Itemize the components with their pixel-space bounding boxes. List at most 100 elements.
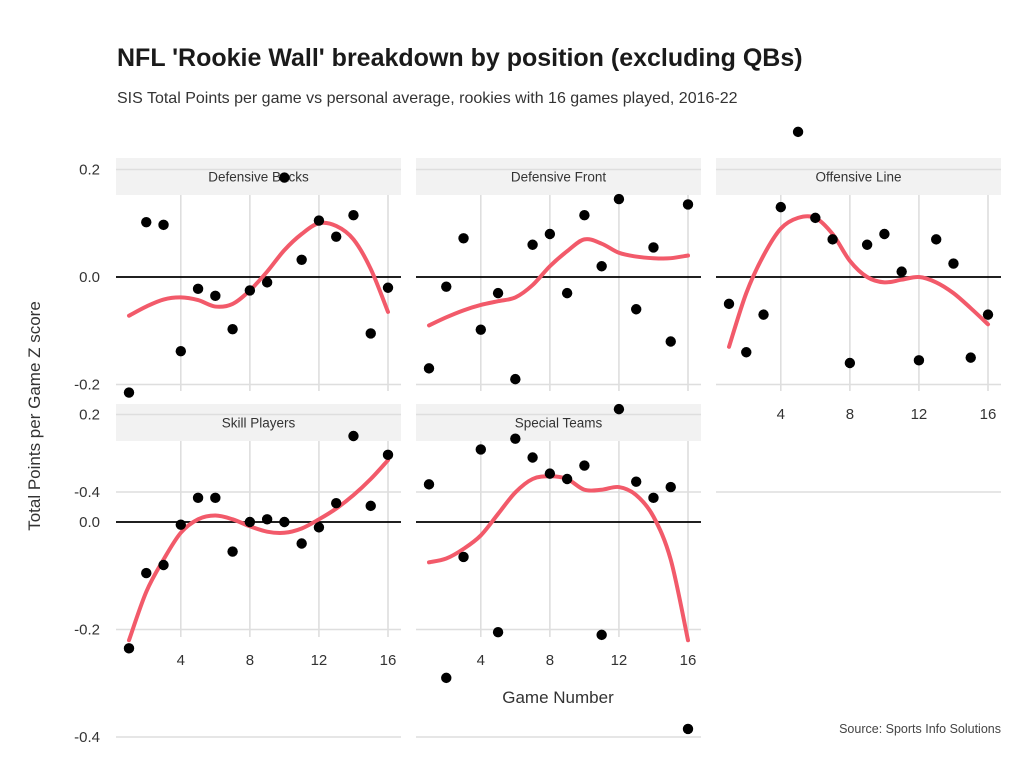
data-point-defensive-front-9 [561,287,573,299]
data-point-defensive-front-16 [682,199,694,210]
data-point-skill-players-14 [348,430,359,442]
panel-strip-defensive-backs [116,158,401,195]
data-point-special-teams-11 [596,629,607,641]
data-point-defensive-front-11 [596,261,607,272]
trend-line-defensive-front [427,237,690,328]
data-point-skill-players-15 [365,500,376,512]
data-point-defensive-backs-7 [227,323,238,335]
data-point-skill-players-11 [296,538,307,549]
data-point-defensive-backs-6 [210,290,221,302]
data-point-defensive-backs-16 [382,282,394,293]
data-point-defensive-front-6 [510,373,521,385]
data-point-special-teams-6 [510,433,521,444]
data-point-special-teams-16 [682,723,694,735]
data-point-defensive-front-13 [631,304,642,315]
panel-defensive-front: Defensive Front [416,158,701,493]
data-point-offensive-line-6 [810,212,821,224]
panel-defensive-backs: Defensive Backs -0.4 -0.2 0.0 0.2 [74,158,401,501]
data-point-defensive-backs-8 [244,285,256,296]
y-tick-label-defensive-backs-0: 0.0 [79,269,100,286]
data-point-defensive-backs-2 [141,216,152,228]
data-point-defensive-front-4 [475,324,486,335]
data-point-offensive-line-4 [775,201,786,213]
data-point-special-teams-5 [492,626,504,638]
panel-title-special-teams: Special Teams [515,416,603,431]
data-point-skill-players-3 [158,559,169,571]
x-axis-label: Game Number [502,688,614,707]
x-tick-label-skill-players-8: 8 [246,652,254,669]
data-point-offensive-line-16 [982,309,994,320]
data-point-offensive-line-12 [913,355,925,366]
x-tick-label-offensive-line-12: 12 [911,406,928,423]
data-point-defensive-front-3 [458,233,469,244]
chart-title: NFL 'Rookie Wall' breakdown by position … [117,44,803,72]
data-point-skill-players-2 [141,567,152,579]
data-point-offensive-line-9 [861,239,873,250]
data-point-special-teams-1 [423,479,435,490]
panel-strip-special-teams [416,404,701,441]
trend-line-skill-players [127,458,390,643]
y-tick-label-skill-players-0: 0.0 [79,514,100,531]
data-point-defensive-front-14 [648,242,659,253]
data-point-special-teams-15 [665,481,676,493]
data-point-skill-players-13 [331,497,342,509]
source-note: Source: Sports Info Solutions [839,722,1001,736]
data-point-offensive-line-11 [896,266,907,277]
data-point-offensive-line-1 [723,298,735,310]
y-tick-label-skill-players-0p2: 0.2 [79,407,100,424]
data-point-offensive-line-15 [965,352,976,363]
data-point-skill-players-10 [279,516,290,528]
x-tick-label-offensive-line-16: 16 [980,406,997,423]
data-point-special-teams-7 [527,452,538,463]
data-point-skill-players-1 [123,643,135,654]
data-point-skill-players-7 [227,546,238,557]
data-point-offensive-line-5 [792,126,804,138]
data-point-defensive-front-10 [579,209,590,221]
x-tick-label-skill-players-4: 4 [177,652,185,669]
x-tick-label-special-teams-16: 16 [680,652,697,669]
data-point-defensive-backs-9 [261,277,273,288]
data-point-special-teams-14 [648,492,659,504]
data-point-special-teams-3 [458,551,469,563]
data-point-offensive-line-2 [741,347,752,358]
data-point-defensive-front-8 [544,228,556,240]
trend-line-special-teams [427,474,690,643]
data-point-skill-players-6 [210,492,221,504]
panel-title-offensive-line: Offensive Line [815,170,901,185]
data-point-offensive-line-3 [758,309,769,320]
data-point-defensive-backs-10 [279,172,290,183]
data-point-offensive-line-13 [931,234,942,245]
data-point-special-teams-4 [475,444,486,455]
data-point-special-teams-9 [561,473,573,485]
panel-special-teams: Special Teams 4 8 12 16 [416,403,701,738]
data-point-offensive-line-14 [948,258,959,269]
y-tick-label-defensive-backs-m0p2: -0.2 [74,377,100,394]
x-tick-label-offensive-line-8: 8 [846,406,854,423]
data-point-defensive-backs-4 [175,345,186,357]
x-tick-label-special-teams-4: 4 [477,652,485,669]
data-point-offensive-line-10 [879,228,890,240]
x-tick-label-offensive-line-4: 4 [777,406,785,423]
data-point-defensive-backs-1 [123,387,135,398]
data-point-defensive-backs-14 [348,209,359,221]
trend-line-offensive-line [727,214,990,349]
data-point-special-teams-8 [544,468,556,479]
data-point-offensive-line-7 [827,234,838,245]
data-point-offensive-line-8 [844,357,856,369]
data-point-skill-players-9 [261,514,273,525]
data-point-defensive-front-12 [613,193,625,205]
data-point-defensive-front-5 [492,287,504,299]
data-point-defensive-front-1 [423,363,435,374]
data-point-skill-players-5 [192,492,204,504]
data-point-special-teams-2 [441,672,452,684]
x-tick-label-skill-players-12: 12 [311,652,328,669]
data-point-defensive-front-7 [527,239,538,250]
data-point-skill-players-16 [382,449,394,461]
data-point-skill-players-4 [175,519,186,530]
panel-title-skill-players: Skill Players [222,416,296,431]
panel-title-defensive-front: Defensive Front [511,170,607,185]
panel-strip-defensive-front [416,158,701,195]
data-point-special-teams-13 [631,476,642,487]
data-point-defensive-front-2 [441,281,452,292]
